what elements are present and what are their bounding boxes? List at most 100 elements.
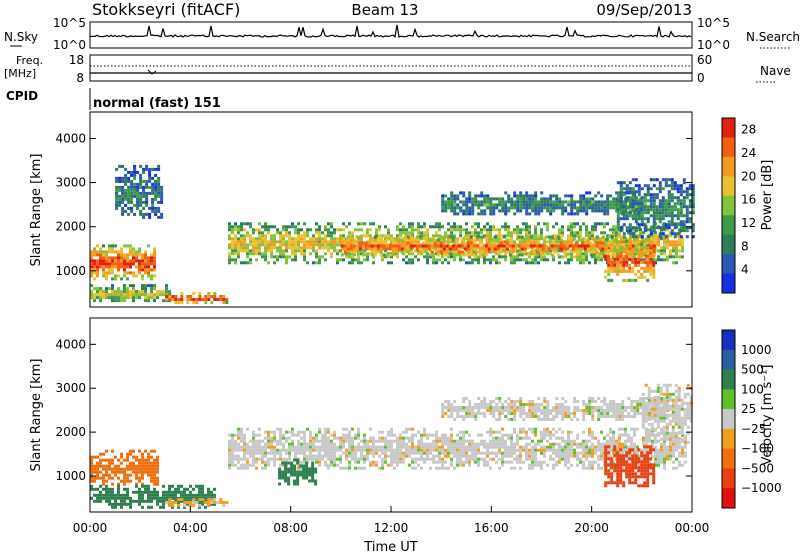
velocity-cell <box>402 451 405 455</box>
power-cell <box>270 225 273 229</box>
velocity-cell <box>555 451 558 455</box>
power-cell <box>240 261 243 265</box>
power-cell <box>676 199 680 203</box>
velocity-cell <box>339 454 342 458</box>
cpid-panel: CPID normal (fast) 151 <box>6 88 221 111</box>
velocity-cell <box>579 442 582 446</box>
power-cell <box>463 235 467 239</box>
power-cell <box>643 196 647 200</box>
velocity-cell <box>531 454 534 458</box>
power-cell <box>267 261 270 265</box>
power-cell <box>279 243 282 247</box>
velocity-cell <box>231 433 234 437</box>
power-cell <box>643 275 647 279</box>
power-cell <box>672 249 675 253</box>
velocity-cell <box>231 463 234 467</box>
power-cell <box>646 220 650 224</box>
velocity-cell <box>348 448 351 452</box>
power-cell <box>552 249 555 253</box>
velocity-cell <box>246 427 249 431</box>
velocity-cell <box>510 445 513 449</box>
power-cell <box>691 205 695 209</box>
power-cell <box>597 255 600 259</box>
power-cell <box>99 259 102 263</box>
velocity-cell <box>369 436 372 440</box>
velocity-cell <box>324 451 327 455</box>
nave-label: Nave <box>760 64 791 78</box>
power-cell <box>522 237 525 241</box>
velocity-cell <box>147 470 150 474</box>
power-cell <box>615 209 619 213</box>
power-cell <box>330 225 333 229</box>
velocity-cell <box>561 439 564 443</box>
power-cell <box>492 255 495 259</box>
power-cell <box>150 259 153 263</box>
velocity-cell <box>474 451 477 455</box>
velocity-cell <box>261 445 264 449</box>
power-cell <box>144 250 147 254</box>
power-cell <box>616 272 620 276</box>
power-cell <box>643 211 647 215</box>
velocity-cell <box>123 479 126 483</box>
power-cell <box>249 258 252 262</box>
power-cell <box>619 193 623 197</box>
power-cell <box>132 290 135 294</box>
velocity-cell <box>450 442 453 446</box>
velocity-cell <box>570 439 573 443</box>
velocity-cell <box>141 482 144 486</box>
velocity-cell <box>672 439 675 443</box>
power-cell <box>117 299 120 303</box>
power-cell <box>264 225 267 229</box>
power-cell <box>622 242 626 246</box>
power-cell <box>373 247 377 251</box>
velocity-cell <box>138 470 141 474</box>
power-cell <box>609 194 613 198</box>
power-cell <box>583 238 587 242</box>
power-cell <box>658 235 662 239</box>
power-cell <box>411 258 414 262</box>
velocity-cell <box>507 448 510 452</box>
power-cell <box>625 214 629 218</box>
velocity-cell <box>477 463 480 467</box>
power-cell <box>594 240 597 244</box>
velocity-cell <box>552 463 555 467</box>
power-cell <box>367 244 371 248</box>
power-cell <box>537 212 541 216</box>
velocity-cell <box>612 442 615 446</box>
power-cell <box>573 234 576 238</box>
power-cell <box>579 255 582 259</box>
power-cell <box>147 271 150 275</box>
power-cell <box>444 231 447 235</box>
power-cell <box>403 244 407 248</box>
velocity-cell <box>135 482 138 486</box>
power-cell <box>528 194 532 198</box>
power-cell <box>468 194 472 198</box>
power-cell <box>385 244 389 248</box>
velocity-cell <box>105 496 108 500</box>
velocity-cell <box>390 430 393 434</box>
power-cell <box>507 225 510 229</box>
power-cell <box>240 237 243 241</box>
velocity-cell <box>276 439 279 443</box>
power-colorbar-tick: 4 <box>741 263 749 277</box>
power-cell <box>399 222 402 226</box>
velocity-cell <box>363 466 366 470</box>
power-cell <box>649 257 653 261</box>
power-cell <box>127 200 131 204</box>
power-cell <box>643 269 647 273</box>
velocity-cell <box>99 470 102 474</box>
nsky-trace <box>89 24 692 38</box>
velocity-cell <box>261 460 264 464</box>
power-cell <box>96 293 99 297</box>
power-cell <box>450 206 454 210</box>
power-cell <box>628 278 632 282</box>
power-cell <box>469 253 473 257</box>
power-cell <box>132 256 135 260</box>
power-cell <box>477 203 481 207</box>
power-cell <box>607 235 611 239</box>
power-cell <box>111 247 114 251</box>
power-cell <box>267 240 270 244</box>
power-cell <box>498 240 501 244</box>
velocity-cell <box>126 452 129 456</box>
velocity-cell <box>585 448 588 452</box>
